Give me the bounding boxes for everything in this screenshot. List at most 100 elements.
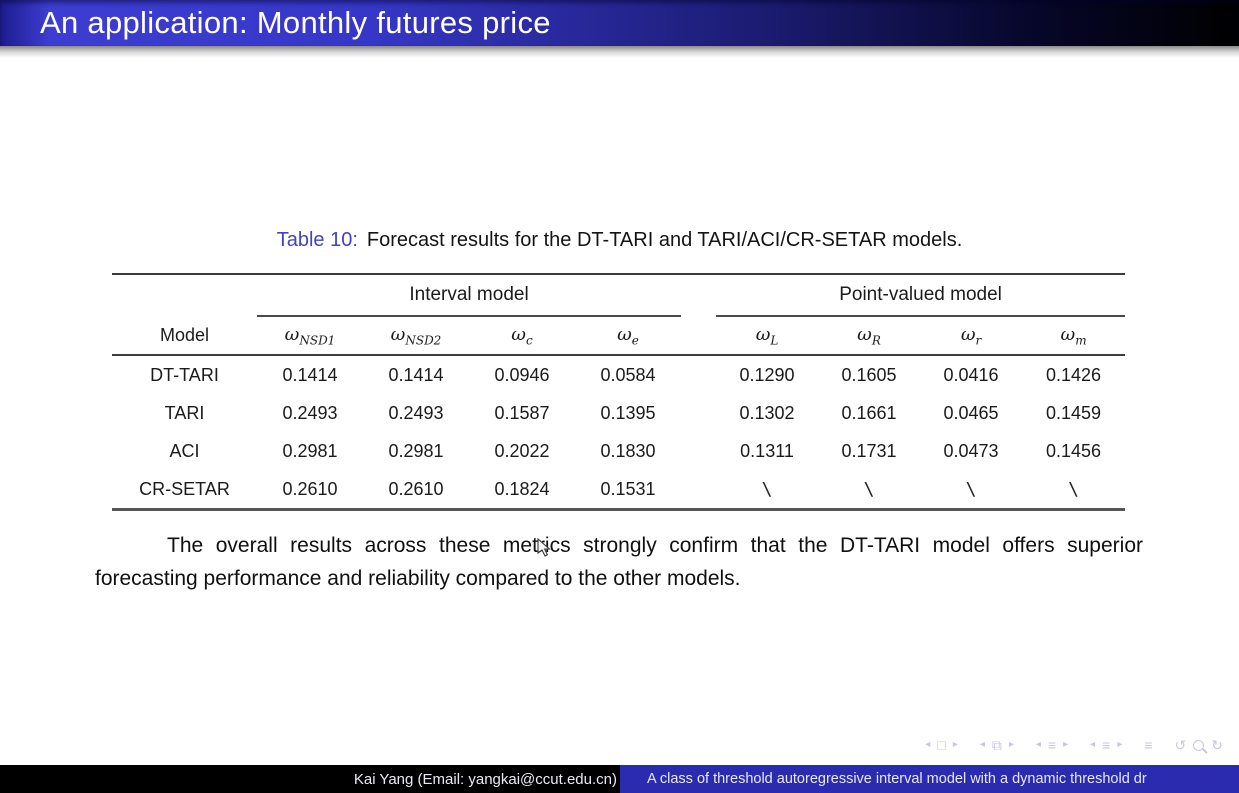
model-name-cell: CR-SETAR bbox=[112, 470, 257, 511]
value-cell: 0.1395 bbox=[600, 402, 656, 423]
back-icon[interactable]: ↺ bbox=[1174, 737, 1187, 753]
table-row-cr-setar: CR-SETAR 0.2610 0.2610 0.1824 0.1531 \ \ \ \ bbox=[112, 470, 1126, 511]
group-header-interval-model: Interval model bbox=[257, 273, 682, 317]
left-arrow-icon[interactable]: ◂ bbox=[1090, 739, 1096, 750]
value-cell: \ bbox=[1022, 470, 1126, 511]
footline: Kai Yang (Email: yangkai@ccut.edu.cn) A … bbox=[0, 765, 1239, 793]
value-cell: 0.2981 bbox=[282, 440, 338, 461]
table-caption-text: Forecast results for the DT-TARI and TAR… bbox=[366, 229, 963, 251]
left-arrow-icon[interactable]: ◂ bbox=[979, 739, 985, 750]
omega-symbol: ωR bbox=[857, 323, 881, 348]
value-cell: 0.1661 bbox=[841, 402, 897, 423]
subsection-icon[interactable]: ≡ bbox=[1102, 737, 1111, 753]
column-header-omega-r: ωr bbox=[920, 316, 1023, 356]
value-cell: 0.1731 bbox=[841, 440, 897, 461]
omega-symbol: ωNSD1 bbox=[284, 323, 336, 348]
left-arrow-icon[interactable]: ◂ bbox=[1035, 739, 1041, 750]
mouse-cursor bbox=[537, 538, 551, 557]
value-cell: 0.1426 bbox=[1046, 364, 1102, 385]
model-name-cell: TARI bbox=[164, 402, 205, 423]
value-cell: 0.2022 bbox=[494, 440, 550, 461]
title-bar-shadow bbox=[0, 46, 1239, 58]
frame-icon[interactable]: ⧉ bbox=[991, 737, 1002, 753]
table-gap-cell bbox=[681, 316, 717, 356]
slide-title: An application: Monthly futures price bbox=[40, 5, 551, 40]
column-header-omega-NSD1: ωNSD1 bbox=[257, 316, 363, 356]
omega-symbol: ωc bbox=[511, 323, 533, 348]
model-name-cell: ACI bbox=[169, 440, 200, 461]
value-cell: 0.2493 bbox=[388, 402, 444, 423]
value-cell: \ bbox=[920, 470, 1023, 511]
omega-symbol: ωe bbox=[617, 323, 639, 348]
forward-icon[interactable]: ↻ bbox=[1211, 737, 1223, 753]
table-group-header-row: Interval model Point-valued model bbox=[112, 273, 1126, 317]
value-cell: 0.1311 bbox=[740, 440, 794, 461]
value-cell: 0.1456 bbox=[1046, 440, 1102, 461]
value-cell: 0.1830 bbox=[600, 440, 656, 461]
right-arrow-icon[interactable]: ▸ bbox=[1117, 739, 1123, 750]
value-cell: 0.1414 bbox=[282, 364, 338, 385]
footer-paper-title: A class of threshold autoregressive inte… bbox=[647, 771, 1147, 787]
table-gap-cell bbox=[681, 355, 716, 394]
value-cell: 0.2610 bbox=[257, 470, 363, 511]
slide-title-bar: An application: Monthly futures price bbox=[0, 0, 1239, 46]
value-cell: 0.0584 bbox=[600, 364, 656, 385]
table-corner-cell bbox=[112, 273, 257, 316]
value-cell: 0.1459 bbox=[1046, 402, 1102, 423]
footer-author-box: Kai Yang (Email: yangkai@ccut.edu.cn) bbox=[0, 765, 620, 793]
column-header-omega-R: ωR bbox=[818, 316, 921, 356]
beamer-nav-bar: ◂ □ ▸ ◂ ⧉ ▸ ◂ ≡ ▸ ◂ ≡ ▸ ≡ ↺ ↻ bbox=[925, 734, 1223, 756]
right-arrow-icon[interactable]: ▸ bbox=[1063, 739, 1069, 750]
table-row-dt-tari: DT-TARI 0.1414 0.1414 0.0946 0.0584 0.1290 0.1… bbox=[112, 355, 1125, 394]
table-gap-cell bbox=[681, 394, 716, 432]
value-cell: 0.1605 bbox=[841, 364, 897, 385]
right-arrow-icon[interactable]: ▸ bbox=[952, 739, 958, 750]
nav-group: ≡ bbox=[1144, 738, 1152, 752]
table-gap-cell bbox=[681, 470, 717, 511]
omega-symbol: ωNSD2 bbox=[390, 323, 442, 348]
appendix-icon[interactable]: ≡ bbox=[1144, 737, 1153, 753]
column-header-omega-e: ωe bbox=[575, 316, 682, 356]
value-cell: 0.2493 bbox=[282, 402, 338, 423]
nav-group: ↺ ↻ bbox=[1175, 738, 1223, 752]
column-header-omega-c: ωc bbox=[469, 316, 575, 356]
value-cell: 0.0946 bbox=[494, 364, 550, 385]
slide-icon[interactable]: □ bbox=[937, 737, 946, 753]
table-column-header-row: Model ωNSD1 ωNSD2 ωc ωe ωL ωR ωr ωm bbox=[112, 316, 1126, 356]
value-cell: 0.1290 bbox=[739, 364, 795, 385]
nav-group: ◂ □ ▸ bbox=[925, 738, 958, 752]
results-table: Interval model Point-valued model Model … bbox=[112, 273, 1126, 511]
table-gap-cell bbox=[681, 273, 717, 316]
value-cell: 0.1824 bbox=[469, 470, 575, 511]
table-row-tari: TARI 0.2493 0.2493 0.1587 0.1395 0.1302 0.1661… bbox=[112, 394, 1125, 432]
omega-symbol: ωr bbox=[960, 323, 982, 348]
column-header-omega-L: ωL bbox=[716, 316, 819, 356]
value-cell: 0.1302 bbox=[739, 402, 795, 423]
table-gap-cell bbox=[681, 432, 716, 470]
value-cell: 0.0416 bbox=[943, 364, 999, 385]
table-caption-label: Table 10: bbox=[276, 229, 358, 251]
left-arrow-icon[interactable]: ◂ bbox=[925, 739, 931, 750]
column-header-model: Model bbox=[112, 316, 257, 356]
section-icon[interactable]: ≡ bbox=[1047, 737, 1057, 753]
magnifier-icon[interactable] bbox=[1193, 739, 1205, 751]
value-cell: 0.0473 bbox=[943, 440, 999, 461]
value-cell: \ bbox=[818, 470, 921, 511]
omega-symbol: ωL bbox=[755, 323, 779, 348]
model-name-cell: DT-TARI bbox=[150, 364, 219, 385]
value-cell: 0.2610 bbox=[363, 470, 469, 511]
omega-symbol: ωm bbox=[1060, 323, 1087, 348]
right-arrow-icon[interactable]: ▸ bbox=[1008, 739, 1014, 750]
nav-group: ◂ ≡ ▸ bbox=[1090, 738, 1122, 752]
value-cell: 0.0465 bbox=[943, 402, 999, 423]
footer-paper-title-box: A class of threshold autoregressive inte… bbox=[620, 765, 1239, 793]
nav-group: ◂ ≡ ▸ bbox=[1036, 738, 1068, 752]
value-cell: 0.1414 bbox=[388, 364, 444, 385]
group-header-point-valued-model: Point-valued model bbox=[716, 273, 1126, 317]
column-header-omega-NSD2: ωNSD2 bbox=[363, 316, 469, 356]
body-paragraph: The overall results across these metrics… bbox=[95, 534, 1143, 590]
footer-author: Kai Yang (Email: yangkai@ccut.edu.cn) bbox=[353, 770, 617, 788]
table-row-aci: ACI 0.2981 0.2981 0.2022 0.1830 0.1311 0.1731 0… bbox=[112, 432, 1125, 470]
column-header-omega-m: ωm bbox=[1022, 316, 1126, 356]
value-cell: \ bbox=[716, 470, 819, 511]
